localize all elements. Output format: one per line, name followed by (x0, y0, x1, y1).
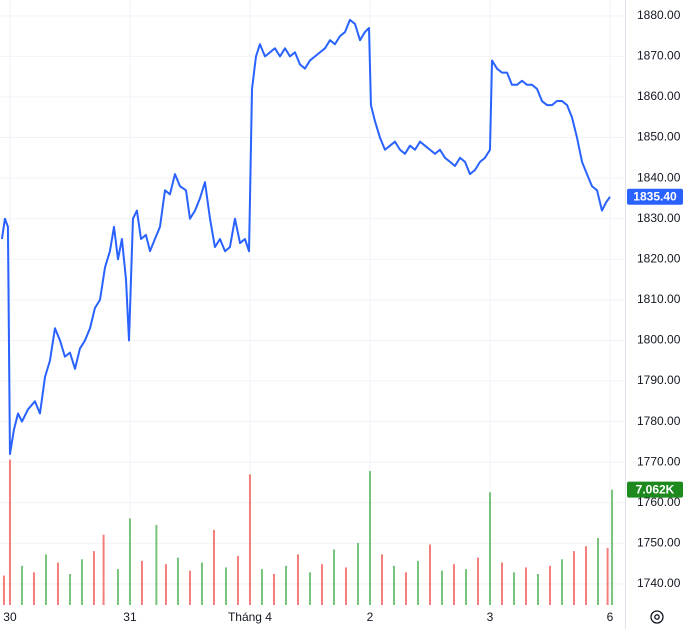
y-tick-label: 1740.00 (637, 576, 681, 590)
volume-bar (32, 572, 35, 605)
volume-bar (2, 575, 5, 605)
y-tick-label: 1780.00 (637, 414, 681, 428)
volume-bar (476, 557, 479, 605)
volume-bar (272, 573, 275, 605)
volume-bar (80, 559, 83, 605)
last-price-tag (627, 188, 683, 205)
volume-bar (368, 471, 371, 605)
volume-bar (308, 572, 311, 605)
volume-bar (452, 564, 455, 605)
y-tick-label: 1880.00 (637, 8, 681, 22)
volume-bar (56, 562, 59, 605)
volume-bar (224, 567, 227, 605)
volume-bar (116, 569, 119, 605)
volume-bar (572, 551, 575, 605)
volume-bar (236, 556, 239, 605)
y-tick-label: 1770.00 (637, 454, 681, 468)
volume-bar (176, 557, 179, 605)
x-tick-label: 2 (367, 610, 374, 624)
settings-icon (650, 610, 664, 624)
volume-bar (512, 572, 515, 605)
volume-bar (20, 565, 23, 605)
price-pane (0, 18, 611, 456)
volume-bar (440, 570, 443, 605)
volume-bar (320, 564, 323, 605)
volume-bar (332, 549, 335, 605)
x-tick-label: Tháng 4 (228, 610, 272, 624)
y-tick-label: 1850.00 (637, 130, 681, 144)
volume-bar (584, 546, 587, 605)
last-volume-label: 7.062K (636, 482, 675, 496)
volume-bar (596, 538, 599, 605)
x-tick-label: 31 (123, 610, 137, 624)
x-tick-label: 6 (607, 610, 614, 624)
volume-bar (500, 562, 503, 605)
x-tick-label: 30 (3, 610, 17, 624)
volume-bar (200, 562, 203, 605)
volume-bar (92, 551, 95, 605)
y-tick-label: 1800.00 (637, 333, 681, 347)
volume-bar (296, 554, 299, 605)
volume-bar (611, 489, 614, 605)
volume-bar (428, 544, 431, 605)
volume-bar (212, 529, 215, 605)
volume-bar (524, 567, 527, 605)
volume-bar (248, 474, 251, 605)
volume-pane (2, 459, 614, 605)
volume-bar (488, 492, 491, 605)
volume-bar (464, 569, 467, 605)
settings-icon-core (654, 614, 660, 620)
volume-bar (392, 565, 395, 605)
y-tick-label: 1810.00 (637, 292, 681, 306)
y-tick-label: 1760.00 (637, 495, 681, 509)
volume-bar (606, 547, 609, 605)
last-price-label: 1835.40 (633, 189, 677, 203)
last-volume-tag (627, 481, 683, 498)
price-line (0, 18, 611, 456)
volume-bar (548, 565, 551, 605)
volume-bar (155, 524, 158, 605)
volume-bar (344, 567, 347, 605)
y-tick-label: 1820.00 (637, 251, 681, 265)
volume-bar (560, 559, 563, 605)
y-tick-label: 1830.00 (637, 211, 681, 225)
volume-bar (68, 573, 71, 605)
y-tick-label: 1860.00 (637, 89, 681, 103)
volume-bar (44, 554, 47, 605)
volume-bar (188, 570, 191, 605)
volume-bar (140, 560, 143, 605)
volume-bar (128, 518, 131, 605)
grid (0, 0, 625, 605)
y-tick-label: 1840.00 (637, 170, 681, 184)
volume-bar (102, 534, 105, 605)
x-tick-label: 3 (487, 610, 494, 624)
volume-bar (356, 542, 359, 605)
volume-bar (164, 564, 167, 605)
axes: 1740.00 1750.00 1760.00 1770.00 1780.00 1790.… (3, 0, 683, 629)
y-tick-label: 1870.00 (637, 49, 681, 63)
volume-bar (260, 569, 263, 605)
volume-bar (284, 565, 287, 605)
volume-bar (536, 573, 539, 605)
y-tick-label: 1790.00 (637, 373, 681, 387)
volume-bar (404, 572, 407, 605)
volume-bar (416, 560, 419, 605)
settings-button[interactable] (650, 610, 664, 624)
volume-bar (8, 459, 11, 605)
y-tick-label: 1750.00 (637, 535, 681, 549)
volume-bar (380, 554, 383, 605)
